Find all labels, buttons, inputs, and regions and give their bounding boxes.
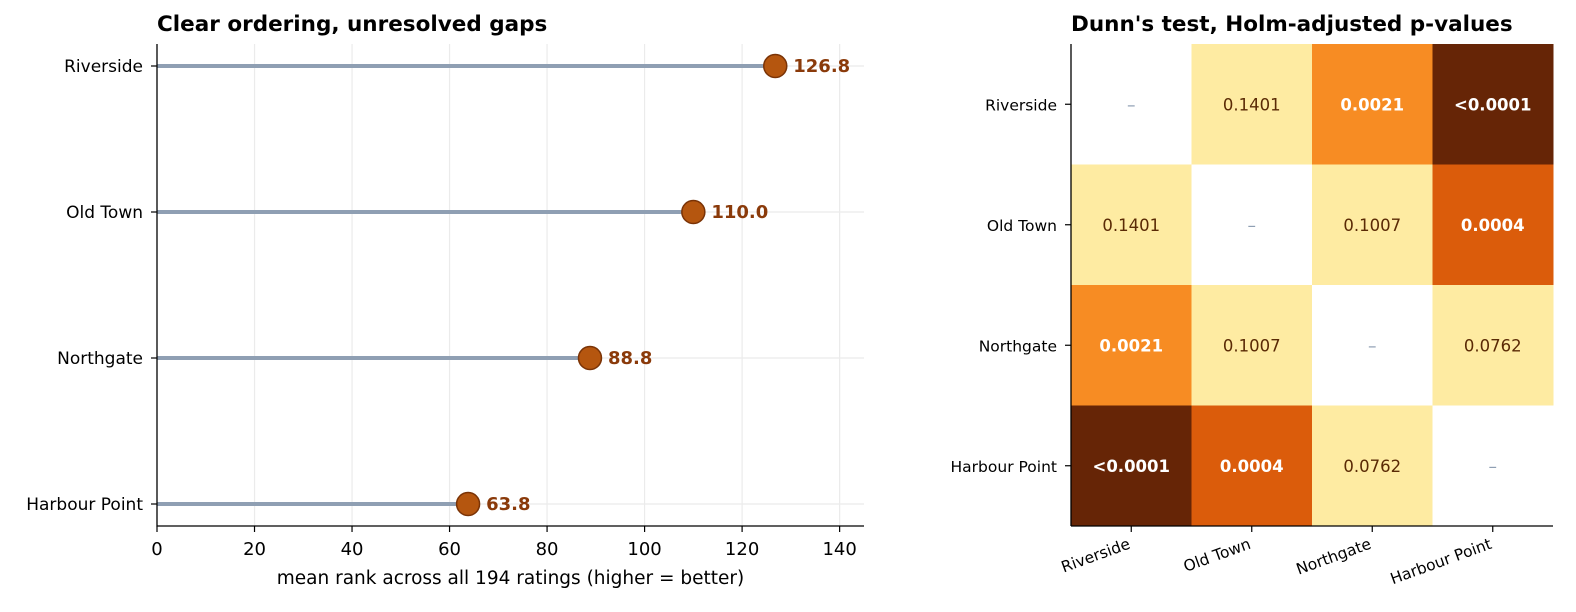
x-tick-label: 100 [627,539,661,560]
lollipop-marker [577,345,603,371]
lollipop-marker [455,491,481,517]
heatmap-col-label: Northgate [1294,535,1374,579]
heatmap-cell [1071,285,1192,406]
y-tick-label: Harbour Point [26,495,143,515]
heatmap-cell-label: 0.1007 [1343,216,1401,235]
value-label: 110.0 [711,202,768,223]
heatmap-cell [1071,164,1192,286]
x-tick-label: 40 [341,539,364,560]
heatmap-cell [1071,405,1192,527]
heatmap-col-label: Old Town [1181,535,1253,576]
x-tick-label: 0 [151,539,162,560]
heatmap-cell [1191,405,1313,527]
heatmap-row-label: Riverside [985,96,1057,114]
value-label: 88.8 [608,348,652,369]
heatmap-cell [1191,44,1313,165]
heatmap-col-label: Harbour Point [1388,535,1494,588]
heatmap-cell-label: 0.0004 [1220,457,1284,476]
heatmap-cell [1432,44,1554,165]
y-tick-label: Riverside [64,57,143,77]
heatmap-cell-label: 0.0021 [1340,95,1404,114]
heatmap-col-label: Riverside [1059,535,1133,577]
lollipop-marker [681,199,706,225]
x-tick-label: 120 [725,539,759,560]
value-label: 126.8 [793,56,850,77]
x-axis-label: mean rank across all 194 ratings (higher… [277,568,744,589]
heatmap-cell-label: – [1489,457,1498,477]
heatmap-cell-label: 0.0004 [1461,216,1525,235]
heatmap-cell-label: – [1368,336,1377,356]
chart-title: Clear ordering, unresolved gaps [157,12,547,37]
heatmap-cell-label: 0.0021 [1099,336,1163,355]
heatmap-cell-label: 0.1007 [1223,336,1281,355]
heatmap-cell [1071,44,1192,165]
x-tick-label: 60 [438,539,461,560]
lollipop-marker [763,53,788,79]
heatmap-cell [1191,285,1313,406]
heatmap-cell-label: 0.0762 [1464,336,1522,355]
heatmap-cell [1432,405,1554,527]
heatmap-cell [1191,164,1313,286]
y-tick-label: Old Town [66,203,143,223]
x-tick-label: 80 [536,539,559,560]
heatmap-cell [1312,164,1433,286]
heatmap-cell-label: – [1127,95,1136,115]
heatmap-cell-label: <0.0001 [1454,95,1532,114]
heatmap-cell-label: – [1248,216,1257,236]
value-label: 63.8 [486,494,530,515]
heatmap-row-label: Harbour Point [951,458,1057,476]
y-tick-label: Northgate [57,349,143,369]
heatmap-cell-label: <0.0001 [1093,457,1171,476]
heatmap-cell-label: 0.1401 [1223,95,1281,114]
heatmap-cell [1312,405,1433,527]
x-tick-label: 140 [822,539,856,560]
heatmap-row-label: Northgate [979,337,1057,355]
heatmap-cell [1312,44,1433,165]
heatmap-cell-label: 0.0762 [1343,457,1401,476]
heatmap-cell [1432,285,1554,406]
heatmap-cell [1432,164,1554,286]
heatmap-cell [1312,285,1433,406]
heatmap-cell-label: 0.1401 [1102,216,1160,235]
heatmap-row-label: Old Town [987,217,1057,235]
heatmap-title: Dunn's test, Holm-adjusted p-values [1071,12,1513,37]
x-tick-label: 20 [243,539,266,560]
